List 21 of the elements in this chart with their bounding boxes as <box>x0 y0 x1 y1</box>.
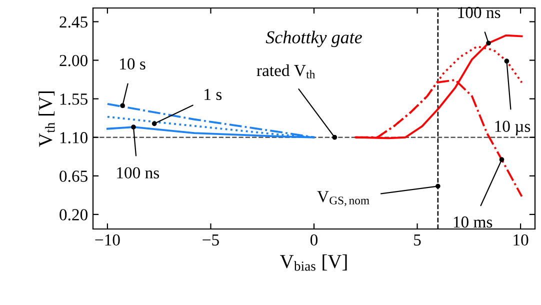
annotation: 10 ms <box>454 216 492 228</box>
y-tick-label: 1.10 <box>60 132 88 144</box>
y-tick-label: 0.65 <box>60 170 88 182</box>
annotation: 10 µs <box>495 120 530 136</box>
annotation: Schottky gate <box>266 30 362 48</box>
y-tick-label: 1.55 <box>60 94 88 105</box>
annotation: 10 s <box>120 58 146 70</box>
y-tick-label: 0.20 <box>60 209 88 220</box>
y-tick-label: 2.00 <box>60 54 88 66</box>
x-tick-label: −10 <box>95 234 120 246</box>
annotation: rated V$_{th}$ <box>256 64 316 78</box>
annotation: 1 s <box>204 88 222 100</box>
x-axis-title: V$_{bias}$ [V] <box>280 254 347 271</box>
annotation: 100 ns <box>117 167 160 178</box>
annotation: V$_{GS,nom}$ <box>317 191 370 206</box>
y-axis-title: V$_{th}$ [V] <box>38 91 55 147</box>
x-tick-label: 5 <box>414 234 421 246</box>
x-tick-label: 10 <box>514 234 528 246</box>
x-tick-label: −5 <box>202 234 219 246</box>
x-tick-label: 0 <box>310 234 318 246</box>
y-tick-label: 2.45 <box>60 16 88 28</box>
